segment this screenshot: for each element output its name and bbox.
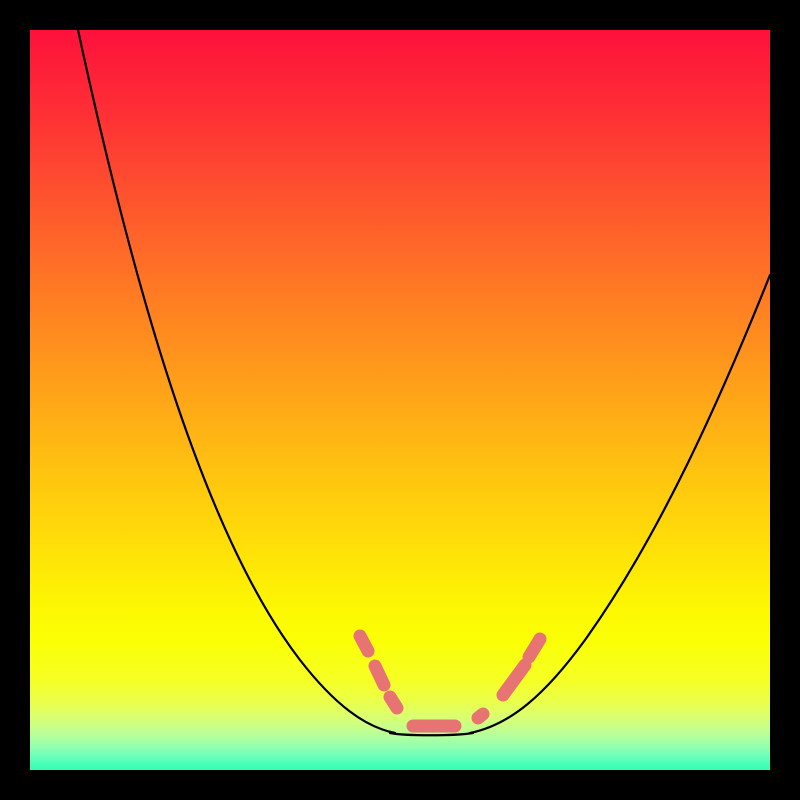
gradient-background [30, 30, 770, 770]
marker-segment [360, 636, 368, 651]
bottleneck-chart [0, 0, 800, 800]
marker-segment [390, 697, 397, 708]
marker-segment [478, 714, 483, 718]
marker-segment [375, 666, 384, 685]
